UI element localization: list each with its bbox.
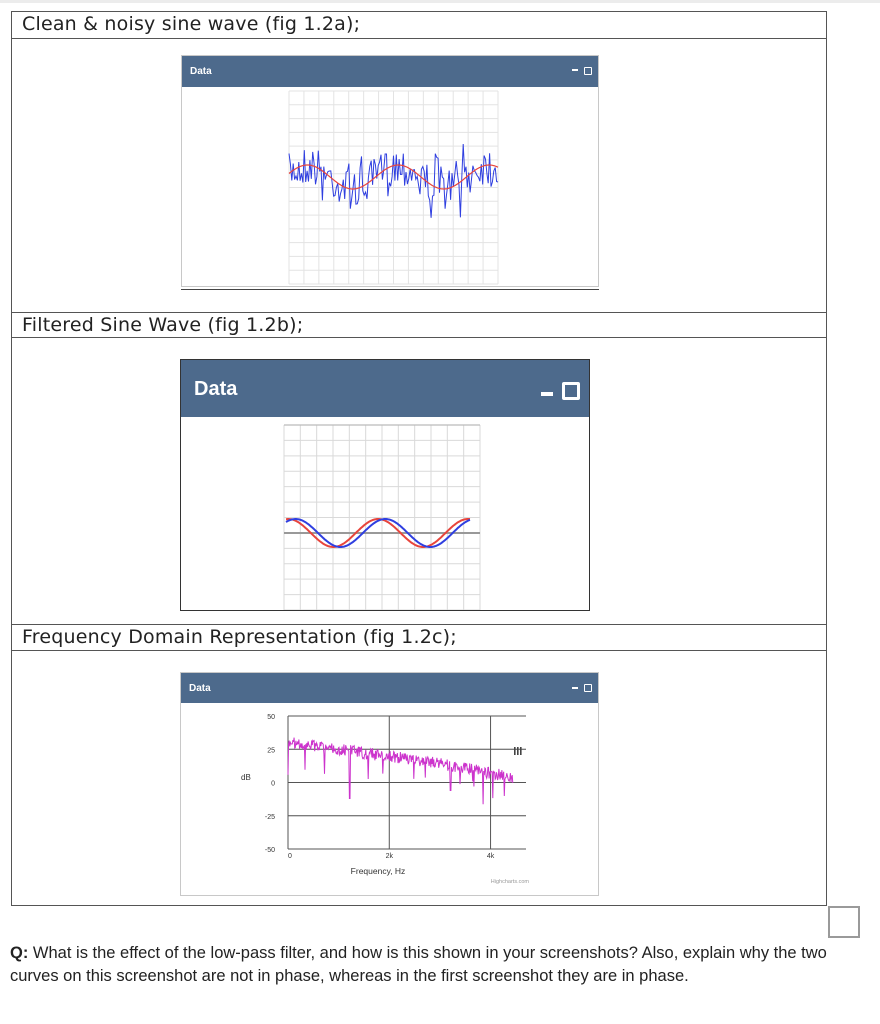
fig-a-panel: Data — [181, 55, 599, 287]
question-prefix: Q: — [10, 944, 29, 962]
fig-a-caption: Clean & noisy sine wave (fig 1.2a); — [22, 13, 361, 35]
fig-a-panel-header: Data — [182, 56, 598, 87]
y-tick-label: 0 — [271, 781, 275, 788]
x-axis-label: Frequency, Hz — [351, 866, 406, 876]
row-divider — [11, 38, 827, 39]
fig-b-panel: Data — [180, 359, 590, 611]
fig-c-panel: Data dB 50 25 0 -25 -50 0 2k 4k Frequency, Hz … — [180, 672, 599, 896]
spectrum-line — [287, 737, 514, 805]
answer-checkbox[interactable] — [828, 906, 860, 938]
fig-a-panel-title: Data — [190, 66, 212, 77]
y-axis-label: dB — [241, 773, 251, 782]
fig-a-bottom-edge — [181, 289, 599, 290]
minimize-icon[interactable] — [541, 392, 553, 396]
chart-credit: Highcharts.com — [491, 879, 530, 885]
maximize-icon[interactable] — [584, 67, 592, 75]
row-divider — [11, 337, 827, 338]
fig-a-grid — [288, 90, 499, 285]
minimize-icon[interactable] — [572, 69, 578, 71]
x-tick-label: 0 — [288, 853, 292, 860]
maximize-icon[interactable] — [562, 382, 580, 400]
y-tick-label: 25 — [267, 747, 275, 754]
fig-a-chart — [288, 90, 499, 285]
row-divider — [11, 650, 827, 651]
fig-c-panel-header: Data — [181, 673, 598, 703]
document-table — [11, 11, 827, 906]
y-tick-label: -25 — [265, 814, 275, 821]
row-divider — [11, 312, 827, 313]
y-tick-label: 50 — [267, 714, 275, 721]
fig-c-grid — [287, 715, 526, 850]
noisy-wave-line — [288, 143, 499, 218]
y-tick-labels: 50 25 0 -25 -50 — [265, 714, 275, 854]
y-tick-label: -50 — [265, 847, 275, 854]
x-tick-label: 2k — [386, 853, 394, 860]
minimize-icon[interactable] — [572, 687, 578, 689]
fig-b-caption: Filtered Sine Wave (fig 1.2b); — [22, 314, 304, 336]
x-tick-label: 4k — [487, 853, 495, 860]
question-text: Q: What is the effect of the low-pass fi… — [10, 942, 840, 987]
fig-c-panel-title: Data — [189, 683, 211, 694]
fig-b-panel-header: Data — [181, 360, 589, 417]
fig-b-chart — [283, 424, 481, 610]
fig-c-caption: Frequency Domain Representation (fig 1.2… — [22, 626, 457, 648]
filtered-wave-line — [285, 518, 471, 548]
question-body: What is the effect of the low-pass filte… — [10, 944, 827, 985]
top-border — [0, 0, 880, 3]
row-divider — [11, 624, 827, 625]
fig-b-panel-title: Data — [194, 378, 238, 400]
clean-wave-line — [288, 164, 499, 190]
chart-menu-icon[interactable] — [514, 747, 522, 755]
original-wave-line — [285, 518, 471, 548]
maximize-icon[interactable] — [584, 684, 592, 692]
fig-c-chart: dB 50 25 0 -25 -50 0 2k 4k Frequency, Hz Highc… — [241, 714, 530, 885]
x-tick-labels: 0 2k 4k — [288, 853, 495, 860]
fig-b-grid — [283, 424, 481, 610]
